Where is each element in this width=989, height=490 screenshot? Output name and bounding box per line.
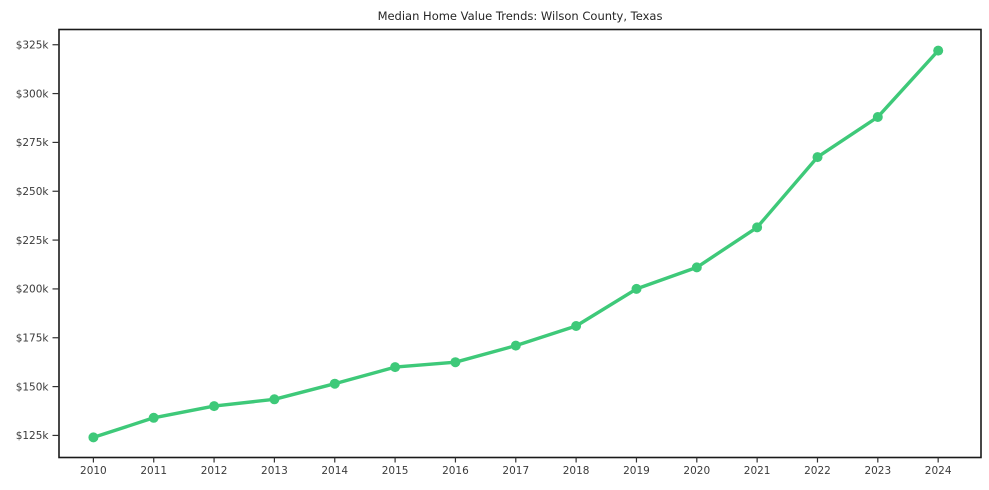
data-point-2017 (510, 340, 521, 351)
x-tick-label: 2019 (623, 465, 650, 477)
y-tick-label: $275k (16, 137, 50, 149)
data-point-2014 (329, 378, 340, 389)
x-tick-label: 2015 (382, 465, 409, 477)
x-tick-label: 2014 (321, 465, 348, 477)
data-point-2013 (269, 394, 280, 405)
x-tick-label: 2017 (502, 465, 529, 477)
plot-border (58, 28, 982, 459)
x-tick-label: 2013 (261, 465, 288, 477)
x-tick-label: 2012 (201, 465, 228, 477)
x-tick-label: 2024 (925, 465, 952, 477)
y-tick-label: $150k (16, 381, 50, 393)
y-tick-label: $325k (16, 39, 50, 51)
trend-line (91, 48, 940, 440)
y-tick-label: $200k (16, 284, 50, 296)
data-point-2024 (933, 45, 944, 56)
x-tick-label: 2023 (864, 465, 891, 477)
data-point-2023 (872, 112, 883, 122)
x-tick-label: 2018 (563, 465, 590, 477)
x-tick-label: 2010 (80, 465, 107, 477)
data-point-2015 (390, 362, 401, 373)
data-point-2022 (812, 152, 823, 163)
data-point-2021 (752, 222, 763, 233)
y-tick-label: $225k (16, 235, 50, 247)
data-point-2020 (691, 262, 702, 273)
data-point-2010 (88, 432, 99, 443)
data-point-2012 (209, 401, 220, 412)
data-point-2016 (450, 357, 461, 368)
x-tick-label: 2022 (804, 465, 831, 477)
x-tick-label: 2020 (683, 465, 710, 477)
data-point-2018 (571, 321, 582, 331)
plot-area: $125k $150k $175k $200k $225k $250k $275k $300k… (16, 28, 982, 477)
data-point-2019 (631, 283, 642, 294)
chart-title: Median Home Value Trends: Wilson County,… (378, 9, 663, 23)
data-point-2011 (148, 412, 159, 423)
x-tick-label: 2016 (442, 465, 469, 477)
x-tick-label: 2011 (140, 465, 167, 477)
y-tick-label: $175k (16, 332, 50, 344)
x-tick-label: 2021 (744, 465, 771, 477)
y-tick-label: $250k (16, 186, 50, 198)
y-tick-label: $300k (16, 88, 50, 100)
y-tick-label: $125k (16, 430, 50, 442)
